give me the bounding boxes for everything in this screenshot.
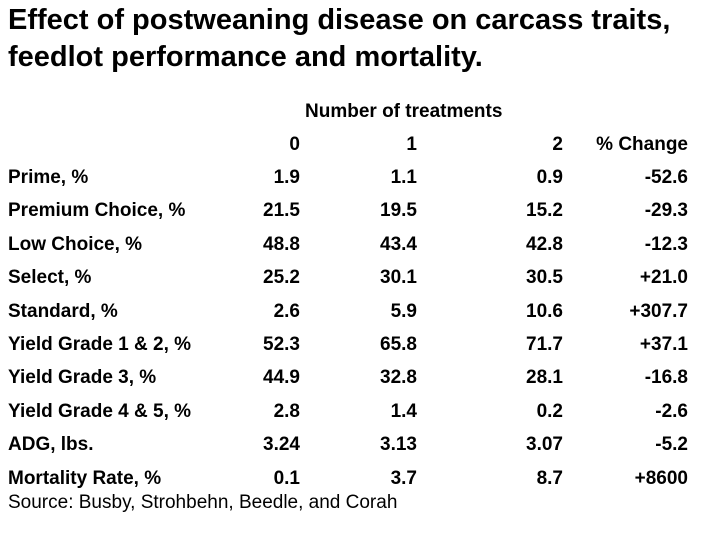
cell-value: 0.2 bbox=[536, 400, 563, 422]
row-label: Low Choice, % bbox=[8, 233, 143, 255]
column-header-1: 1 bbox=[406, 133, 417, 155]
cell-value: 52.3 bbox=[263, 334, 300, 356]
cell-value: 8.7 bbox=[536, 467, 563, 489]
column-header-pct-change: % Change bbox=[596, 133, 688, 155]
cell-value: 65.8 bbox=[380, 334, 417, 356]
slide-title-line-2: feedlot performance and mortality. bbox=[8, 41, 483, 73]
cell-value: 71.7 bbox=[526, 334, 563, 356]
row-label: Yield Grade 3, % bbox=[8, 367, 157, 389]
row-label: Select, % bbox=[8, 267, 92, 289]
table-row: Standard, % 2.6 5.9 10.6 +307.7 bbox=[8, 295, 688, 328]
cell-value: 25.2 bbox=[263, 267, 300, 289]
cell-value: 1.4 bbox=[390, 400, 417, 422]
table-row: Yield Grade 1 & 2, % 52.3 65.8 71.7 +37.… bbox=[8, 328, 688, 361]
cell-value: 43.4 bbox=[380, 233, 417, 255]
row-label: ADG, lbs. bbox=[8, 434, 94, 456]
cell-value: 19.5 bbox=[380, 200, 417, 222]
cell-value: 3.7 bbox=[390, 467, 417, 489]
row-label: Standard, % bbox=[8, 300, 118, 322]
table-row: Mortality Rate, % 0.1 3.7 8.7 +8600 bbox=[8, 462, 688, 495]
column-header-2: 2 bbox=[552, 133, 563, 155]
row-label: Premium Choice, % bbox=[8, 200, 186, 222]
cell-value: -2.6 bbox=[655, 400, 688, 422]
row-label: Yield Grade 1 & 2, % bbox=[8, 334, 192, 356]
cell-value: 30.5 bbox=[526, 267, 563, 289]
cell-value: 32.8 bbox=[380, 367, 417, 389]
table-row: ADG, lbs. 3.24 3.13 3.07 -5.2 bbox=[8, 429, 688, 462]
cell-value: 28.1 bbox=[526, 367, 563, 389]
cell-value: 15.2 bbox=[526, 200, 563, 222]
cell-value: 1.1 bbox=[390, 167, 417, 189]
cell-value: 3.07 bbox=[526, 434, 563, 456]
data-table: 0 1 2 % Change Prime, % 1.9 1.1 0.9 -52.… bbox=[8, 128, 688, 495]
cell-value: -16.8 bbox=[644, 367, 688, 389]
cell-value: 30.1 bbox=[380, 267, 417, 289]
cell-value: +307.7 bbox=[629, 300, 688, 322]
source-citation: Source: Busby, Strohbehn, Beedle, and Co… bbox=[8, 492, 398, 513]
slide-title-line-1: Effect of postweaning disease on carcass… bbox=[8, 4, 671, 36]
row-label: Mortality Rate, % bbox=[8, 467, 162, 489]
cell-value: +8600 bbox=[634, 467, 688, 489]
cell-value: 2.8 bbox=[273, 400, 300, 422]
cell-value: 3.13 bbox=[380, 434, 417, 456]
cell-value: 44.9 bbox=[263, 367, 300, 389]
table-rows: Prime, % 1.9 1.1 0.9 -52.6 Premium Choic… bbox=[8, 161, 688, 495]
cell-value: 3.24 bbox=[263, 434, 300, 456]
cell-value: +37.1 bbox=[639, 334, 688, 356]
row-label: Yield Grade 4 & 5, % bbox=[8, 400, 192, 422]
cell-value: 2.6 bbox=[273, 300, 300, 322]
table-row: Yield Grade 3, % 44.9 32.8 28.1 -16.8 bbox=[8, 362, 688, 395]
cell-value: 42.8 bbox=[526, 233, 563, 255]
cell-value: -52.6 bbox=[644, 167, 688, 189]
table-header-row: 0 1 2 % Change bbox=[8, 128, 688, 161]
slide-title: Effect of postweaning disease on carcass… bbox=[8, 2, 670, 76]
treatments-group-header: Number of treatments bbox=[305, 101, 503, 122]
cell-value: +21.0 bbox=[639, 267, 688, 289]
table-row: Yield Grade 4 & 5, % 2.8 1.4 0.2 -2.6 bbox=[8, 395, 688, 428]
cell-value: 0.1 bbox=[273, 467, 300, 489]
row-label: Prime, % bbox=[8, 167, 89, 189]
cell-value: -29.3 bbox=[644, 200, 688, 222]
cell-value: 21.5 bbox=[263, 200, 300, 222]
table-row: Select, % 25.2 30.1 30.5 +21.0 bbox=[8, 262, 688, 295]
table-row: Premium Choice, % 21.5 19.5 15.2 -29.3 bbox=[8, 195, 688, 228]
table-row: Prime, % 1.9 1.1 0.9 -52.6 bbox=[8, 161, 688, 194]
table-row: Low Choice, % 48.8 43.4 42.8 -12.3 bbox=[8, 228, 688, 261]
cell-value: 0.9 bbox=[536, 167, 563, 189]
cell-value: -12.3 bbox=[644, 233, 688, 255]
cell-value: 48.8 bbox=[263, 233, 300, 255]
cell-value: 1.9 bbox=[273, 167, 300, 189]
cell-value: 5.9 bbox=[390, 300, 417, 322]
column-header-0: 0 bbox=[289, 133, 300, 155]
cell-value: -5.2 bbox=[655, 434, 688, 456]
cell-value: 10.6 bbox=[526, 300, 563, 322]
